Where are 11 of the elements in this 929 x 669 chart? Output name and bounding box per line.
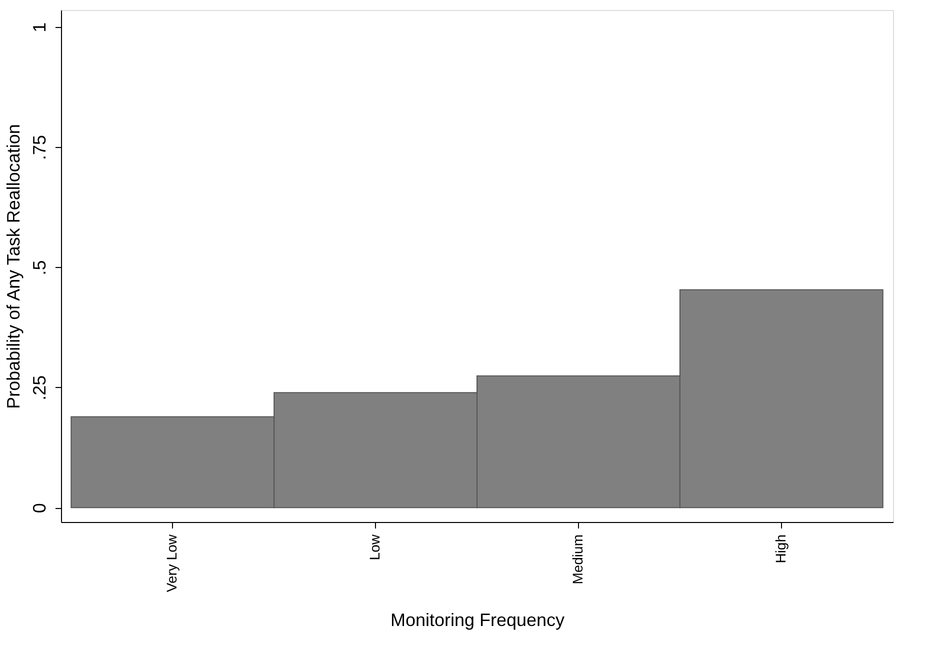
y-tick-label: 1 (30, 22, 50, 32)
y-tick-label: 0 (30, 503, 50, 514)
x-tick-label: Medium (569, 534, 586, 584)
y-axis-title: Probability of Any Task Reallocation (4, 124, 24, 409)
y-tick-label: .5 (30, 260, 50, 276)
y-tick-label: .75 (30, 135, 50, 160)
x-tick-label: High (772, 534, 788, 564)
x-tick-label: Low (366, 534, 383, 560)
x-tick-label: Very Low (164, 534, 180, 592)
y-tick-label: .25 (30, 375, 50, 400)
x-axis-title: Monitoring Frequency (390, 610, 565, 630)
